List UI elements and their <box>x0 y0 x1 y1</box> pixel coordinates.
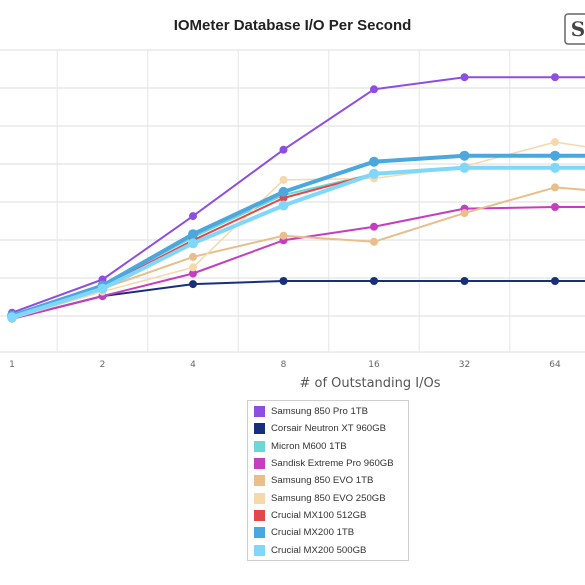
data-point <box>460 209 469 218</box>
x-axis-label: # of Outstanding I/Os <box>299 376 441 391</box>
series-line <box>10 153 585 318</box>
legend-item: Micron M600 1TB <box>254 438 408 455</box>
legend-swatch <box>254 440 265 452</box>
data-point <box>370 85 378 94</box>
legend-swatch <box>254 423 265 435</box>
data-point <box>550 162 560 173</box>
legend-label: Crucial MX200 500GB <box>271 544 367 556</box>
series-line <box>11 141 585 320</box>
data-point <box>189 212 197 221</box>
legend-label: Samsung 850 EVO 1TB <box>271 475 374 487</box>
data-point <box>551 183 559 192</box>
series-line <box>11 280 585 320</box>
legend-label: Crucial MX100 512GB <box>271 509 367 521</box>
series-line <box>11 76 585 314</box>
legend-item: Crucial MX200 500GB <box>254 541 408 558</box>
x-tick-label: 2 <box>100 360 106 370</box>
legend-label: Crucial MX200 1TB <box>271 527 355 539</box>
data-point <box>459 162 470 173</box>
legend-label: Micron M600 1TB <box>271 440 347 452</box>
data-point <box>189 263 197 272</box>
legend-item: Sandisk Extreme Pro 960GB <box>254 455 408 472</box>
legend-item: Crucial MX200 1TB <box>254 524 408 541</box>
data-point <box>189 280 197 289</box>
x-tick-label: 8 <box>281 360 287 370</box>
legend-swatch <box>254 527 265 539</box>
data-point <box>279 231 288 240</box>
chart-title: IOMeter Database I/O Per Second <box>173 17 412 34</box>
data-point <box>7 312 17 323</box>
legend: Samsung 850 Pro 1TB Corsair Neutron XT 96… <box>247 400 409 561</box>
data-point <box>278 186 289 197</box>
legend-item: Crucial MX100 512GB <box>254 507 408 524</box>
legend-swatch <box>254 406 265 418</box>
data-point <box>279 145 288 154</box>
x-tick-label: 1 <box>9 360 15 370</box>
svg-text:S: S <box>571 17 585 41</box>
legend-item: Samsung 850 EVO 250GB <box>254 489 408 506</box>
data-point <box>188 229 198 240</box>
data-point <box>370 222 378 231</box>
legend-swatch <box>254 544 265 556</box>
legend-item: Samsung 850 EVO 1TB <box>254 472 408 489</box>
data-point <box>551 138 559 147</box>
data-point <box>460 73 469 82</box>
data-point <box>551 203 559 211</box>
x-tick-label: 4 <box>190 360 196 370</box>
data-point <box>279 277 288 285</box>
data-point <box>369 168 379 179</box>
legend-label: Sandisk Extreme Pro 960GB <box>271 458 394 470</box>
series-line <box>10 165 585 320</box>
data-point <box>369 156 379 167</box>
legend-swatch <box>254 509 265 521</box>
data-point <box>370 237 378 246</box>
legend-swatch <box>254 458 265 470</box>
data-point <box>188 238 198 249</box>
data-point <box>97 283 108 294</box>
legend-item: Samsung 850 Pro 1TB <box>254 403 408 420</box>
x-tick-label: 32 <box>459 360 470 370</box>
data-point <box>189 252 197 261</box>
data-point <box>279 175 288 184</box>
data-point <box>278 200 289 211</box>
series-line <box>11 186 585 320</box>
data-point <box>551 277 559 285</box>
data-point <box>551 73 559 82</box>
series-line <box>11 206 585 320</box>
legend-swatch <box>254 475 265 487</box>
x-tick-label: 64 <box>549 360 561 370</box>
legend-item: Corsair Neutron XT 960GB <box>254 420 408 437</box>
legend-label: Samsung 850 Pro 1TB <box>271 406 369 418</box>
x-tick-label: 16 <box>368 360 380 370</box>
data-point <box>189 269 197 278</box>
legend-swatch <box>254 492 265 504</box>
site-logo: S <box>564 13 585 45</box>
legend-label: Samsung 850 EVO 250GB <box>271 492 386 504</box>
data-point <box>459 150 470 161</box>
data-point <box>550 150 560 161</box>
data-point <box>370 277 378 285</box>
data-point <box>460 277 469 285</box>
legend-label: Corsair Neutron XT 960GB <box>271 423 386 435</box>
